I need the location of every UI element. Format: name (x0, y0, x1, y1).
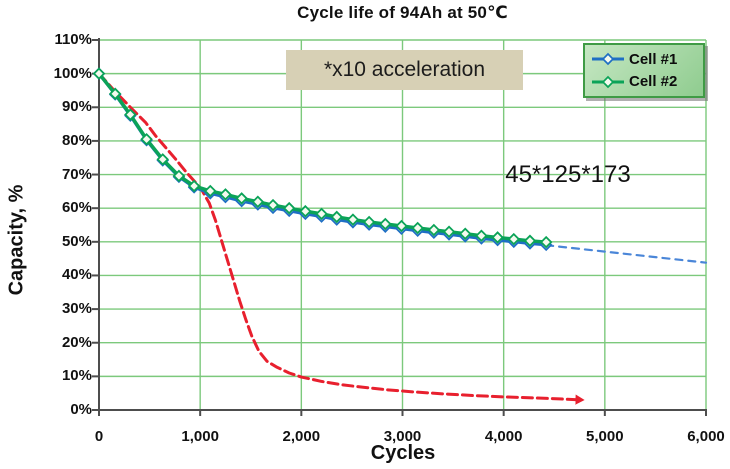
series-cell-2-marker (108, 87, 122, 101)
legend-series-marker-icon (592, 75, 624, 88)
x-tick-label: 4,000 (484, 428, 523, 445)
x-tick-label: 5,000 (586, 428, 624, 445)
series-cell-2-marker (330, 210, 344, 224)
legend-series-marker-icon (592, 53, 624, 66)
series-cell-2-marker (411, 221, 424, 235)
series-cell-2-marker (395, 219, 408, 233)
y-tick-label: 50% (61, 232, 92, 250)
series-x10-accelerated-fade-line (97, 72, 585, 405)
series-cell-2-marker (204, 184, 217, 198)
series-cell-2-marker (235, 192, 248, 205)
series-cell-2-marker (187, 179, 201, 193)
x-tick-label: 3,000 (383, 428, 422, 445)
y-tick-label: 30% (61, 300, 92, 318)
y-tick-label: 20% (61, 333, 92, 351)
y-tick-label: 70% (61, 165, 92, 183)
series-cell-2-marker (539, 235, 553, 249)
series-cell-2-marker (475, 229, 488, 243)
x-tick-label: 6,000 (687, 428, 725, 445)
y-tick-label: 60% (61, 199, 92, 217)
series-cell-2-marker (172, 169, 186, 183)
y-tick-label: 80% (61, 131, 92, 149)
series-cell-2-marker (507, 232, 521, 246)
series-cell-2-marker (92, 67, 106, 80)
series-cell-2-marker (523, 234, 537, 248)
series-cell-2-marker (315, 207, 328, 221)
annotation-dimensions: 45*125*173 (505, 161, 631, 188)
y-tick-label: 0% (70, 401, 92, 418)
legend-item: Cell #2 (590, 73, 698, 90)
series-cell-2-marker (346, 213, 360, 226)
legend-item: Cell #1 (590, 51, 698, 68)
series-cell-2-marker (442, 225, 456, 239)
series-cell-2-marker (491, 231, 504, 244)
series-cell-2-marker (282, 201, 296, 215)
series-cell-2-marker (266, 198, 280, 212)
x-tick-label: 1,000 (181, 428, 219, 445)
series-cell-2-marker (379, 217, 392, 231)
y-tick-label: 110% (54, 31, 92, 48)
y-tick-label: 90% (61, 98, 92, 116)
chart-title: Cycle life of 94Ah at 50℃ (297, 3, 508, 22)
series-cell-2-marker (140, 132, 153, 146)
legend-item-label: Cell #2 (629, 73, 678, 91)
series-cell-2-marker (124, 108, 137, 121)
legend-item-label: Cell #1 (629, 50, 678, 68)
annotation-acceleration-box: *x10 acceleration (286, 50, 523, 90)
series-cell-1-projection-line (545, 244, 708, 264)
series-cell-2-marker (299, 204, 312, 218)
series-cell-2-marker (362, 215, 376, 229)
y-tick-label: 10% (61, 367, 92, 385)
x-tick-label: 0 (94, 428, 104, 445)
series-cell-2-marker (156, 153, 170, 166)
y-tick-label: 40% (61, 266, 92, 284)
legend: Cell #1 Cell #2 (583, 43, 705, 98)
series-cell-2-marker (458, 227, 472, 241)
series-cell-2-marker (427, 223, 441, 237)
x-axis-title: Cycles (370, 442, 436, 464)
series-cell-2-marker (219, 188, 232, 201)
series-cell-2-marker (251, 195, 265, 209)
y-tick-label: 100% (53, 64, 92, 82)
x-tick-label: 2,000 (282, 428, 321, 445)
